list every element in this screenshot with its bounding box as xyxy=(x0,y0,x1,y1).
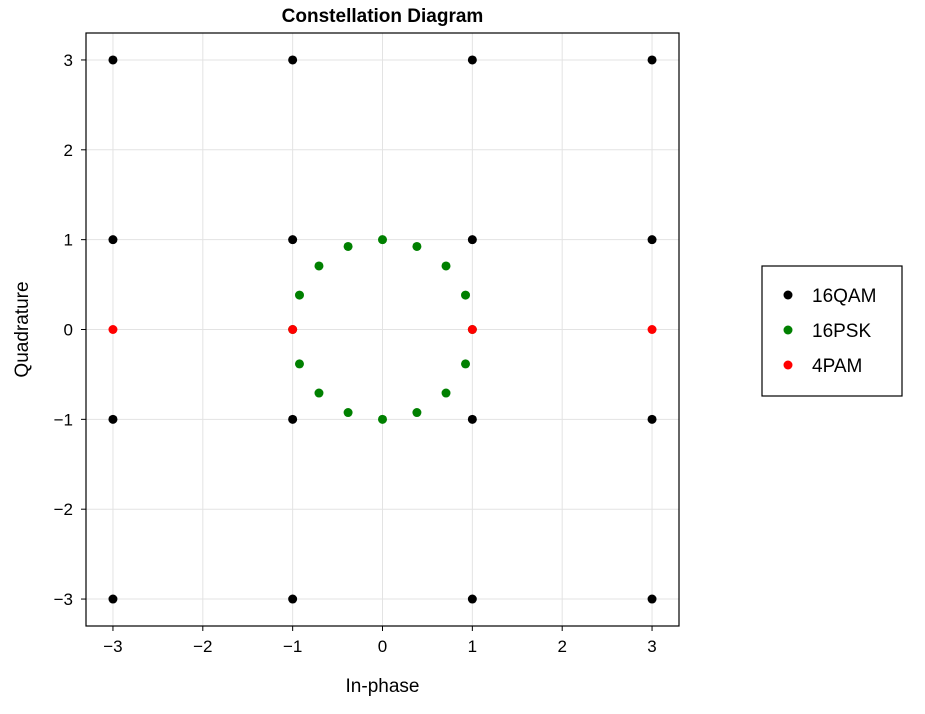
data-point xyxy=(288,235,298,245)
data-point xyxy=(294,359,304,369)
data-point xyxy=(467,594,477,604)
data-point xyxy=(288,594,298,604)
data-point xyxy=(467,55,477,65)
x-tick-label: 1 xyxy=(468,637,477,656)
series-4pam xyxy=(108,325,657,334)
legend: 16QAM 16PSK 4PAM xyxy=(761,265,903,397)
data-point xyxy=(288,325,298,334)
y-tick-label: 0 xyxy=(64,321,73,340)
data-point xyxy=(378,235,387,245)
data-point xyxy=(467,325,477,334)
x-tick-label: 3 xyxy=(647,637,656,656)
data-points xyxy=(108,55,657,604)
legend-marker xyxy=(783,325,793,335)
data-point xyxy=(108,55,118,65)
data-point xyxy=(294,290,304,300)
data-point xyxy=(314,261,324,271)
data-point xyxy=(108,594,118,604)
y-tick-label: −2 xyxy=(54,500,73,519)
data-point xyxy=(412,241,422,251)
data-point xyxy=(412,408,422,418)
legend-marker xyxy=(783,360,793,370)
x-tick-label: −2 xyxy=(193,637,212,656)
grid xyxy=(86,33,679,626)
x-tick-label: 2 xyxy=(557,637,566,656)
data-point xyxy=(108,414,118,424)
data-point xyxy=(343,241,353,251)
axis-ticks: −3 −2 −1 0 1 2 3 −3 −2 −1 0 1 2 3 xyxy=(54,51,657,656)
data-point xyxy=(467,235,477,245)
x-axis-title: In-phase xyxy=(346,676,420,697)
data-point xyxy=(288,414,298,424)
data-point xyxy=(647,414,657,424)
x-tick-label: 0 xyxy=(378,637,387,656)
data-point xyxy=(108,235,118,245)
legend-label: 16PSK xyxy=(812,321,871,342)
series-16qam xyxy=(108,55,657,604)
data-point xyxy=(441,261,451,271)
data-point xyxy=(288,55,298,65)
data-point xyxy=(647,235,657,245)
data-point xyxy=(461,290,471,300)
y-tick-label: −3 xyxy=(54,590,73,609)
data-point xyxy=(647,594,657,604)
legend-marker xyxy=(783,290,793,300)
x-tick-label: −1 xyxy=(283,637,302,656)
data-point xyxy=(461,359,471,369)
data-point xyxy=(108,325,118,334)
y-tick-label: 3 xyxy=(64,51,73,70)
data-point xyxy=(314,388,324,398)
x-tick-label: −3 xyxy=(103,637,122,656)
data-point xyxy=(441,388,451,398)
data-point xyxy=(467,414,477,424)
y-tick-label: −1 xyxy=(54,410,73,429)
data-point xyxy=(647,325,657,334)
chart-title: Constellation Diagram xyxy=(282,6,484,27)
legend-label: 16QAM xyxy=(812,286,876,307)
data-point xyxy=(343,408,353,418)
y-axis-title: Quadrature xyxy=(12,281,33,377)
legend-label: 4PAM xyxy=(812,356,862,377)
y-tick-label: 2 xyxy=(64,141,73,160)
y-tick-label: 1 xyxy=(64,231,73,250)
data-point xyxy=(647,55,657,65)
data-point xyxy=(378,414,387,424)
